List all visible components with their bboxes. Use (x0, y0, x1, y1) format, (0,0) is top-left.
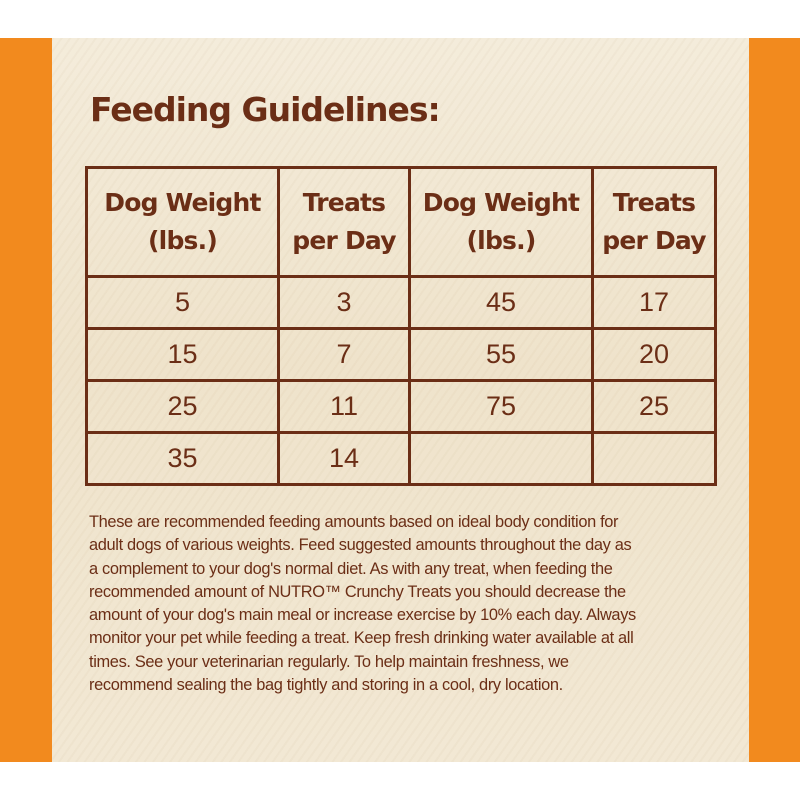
paragraph-line: recommended amount of NUTRO™ Crunchy Tre… (89, 582, 626, 601)
table-header-row: Dog Weight (lbs.) Treats per Day Dog Wei… (85, 166, 717, 278)
table-cell: 20 (591, 327, 717, 382)
page-title: Feeding Guidelines: (90, 90, 441, 129)
paragraph-line: monitor your pet while feeding a treat. … (89, 629, 634, 648)
table-cell: 7 (277, 327, 411, 382)
header-line: (lbs.) (466, 226, 537, 255)
header-line: Dog Weight (422, 188, 580, 217)
table-cell: 5 (85, 275, 280, 330)
header-line: Treats (612, 188, 696, 217)
table-cell: 11 (277, 379, 411, 434)
table-row: 25 11 75 25 (85, 379, 717, 434)
header-dog-weight-1: Dog Weight (lbs.) (85, 166, 280, 278)
table-row: 5 3 45 17 (85, 275, 717, 330)
table-cell: 25 (85, 379, 280, 434)
table-cell: 55 (408, 327, 594, 382)
paragraph-line: times. See your veterinarian regularly. … (89, 652, 569, 671)
feeding-guidelines-table: Dog Weight (lbs.) Treats per Day Dog Wei… (85, 166, 717, 486)
table-cell (408, 431, 594, 486)
table-cell: 75 (408, 379, 594, 434)
table-cell: 25 (591, 379, 717, 434)
table-cell (591, 431, 717, 486)
feeding-instructions-paragraph: These are recommended feeding amounts ba… (89, 511, 729, 697)
paragraph-line: adult dogs of various weights. Feed sugg… (89, 536, 632, 555)
header-line: Treats (302, 188, 386, 217)
header-line: Dog Weight (104, 188, 261, 217)
paragraph-line: These are recommended feeding amounts ba… (89, 513, 619, 531)
table-cell: 35 (85, 431, 280, 486)
paragraph-line: recommend sealing the bag tightly and st… (89, 676, 563, 695)
paragraph-line: a complement to your dog's normal diet. … (89, 559, 613, 578)
header-treats-per-day-1: Treats per Day (277, 166, 411, 278)
paragraph-line: amount of your dog's main meal or increa… (89, 606, 636, 625)
table-row: 15 7 55 20 (85, 327, 717, 382)
header-line: per Day (602, 226, 706, 255)
left-orange-border (0, 38, 52, 762)
table-cell: 15 (85, 327, 280, 382)
table-cell: 17 (591, 275, 717, 330)
table-cell: 3 (277, 275, 411, 330)
header-line: per Day (292, 226, 396, 255)
header-line: (lbs.) (148, 226, 218, 255)
table-cell: 14 (277, 431, 411, 486)
table-cell: 45 (408, 275, 594, 330)
header-treats-per-day-2: Treats per Day (591, 166, 717, 278)
right-orange-border (749, 38, 800, 762)
table-row: 35 14 (85, 431, 717, 486)
header-dog-weight-2: Dog Weight (lbs.) (408, 166, 594, 278)
